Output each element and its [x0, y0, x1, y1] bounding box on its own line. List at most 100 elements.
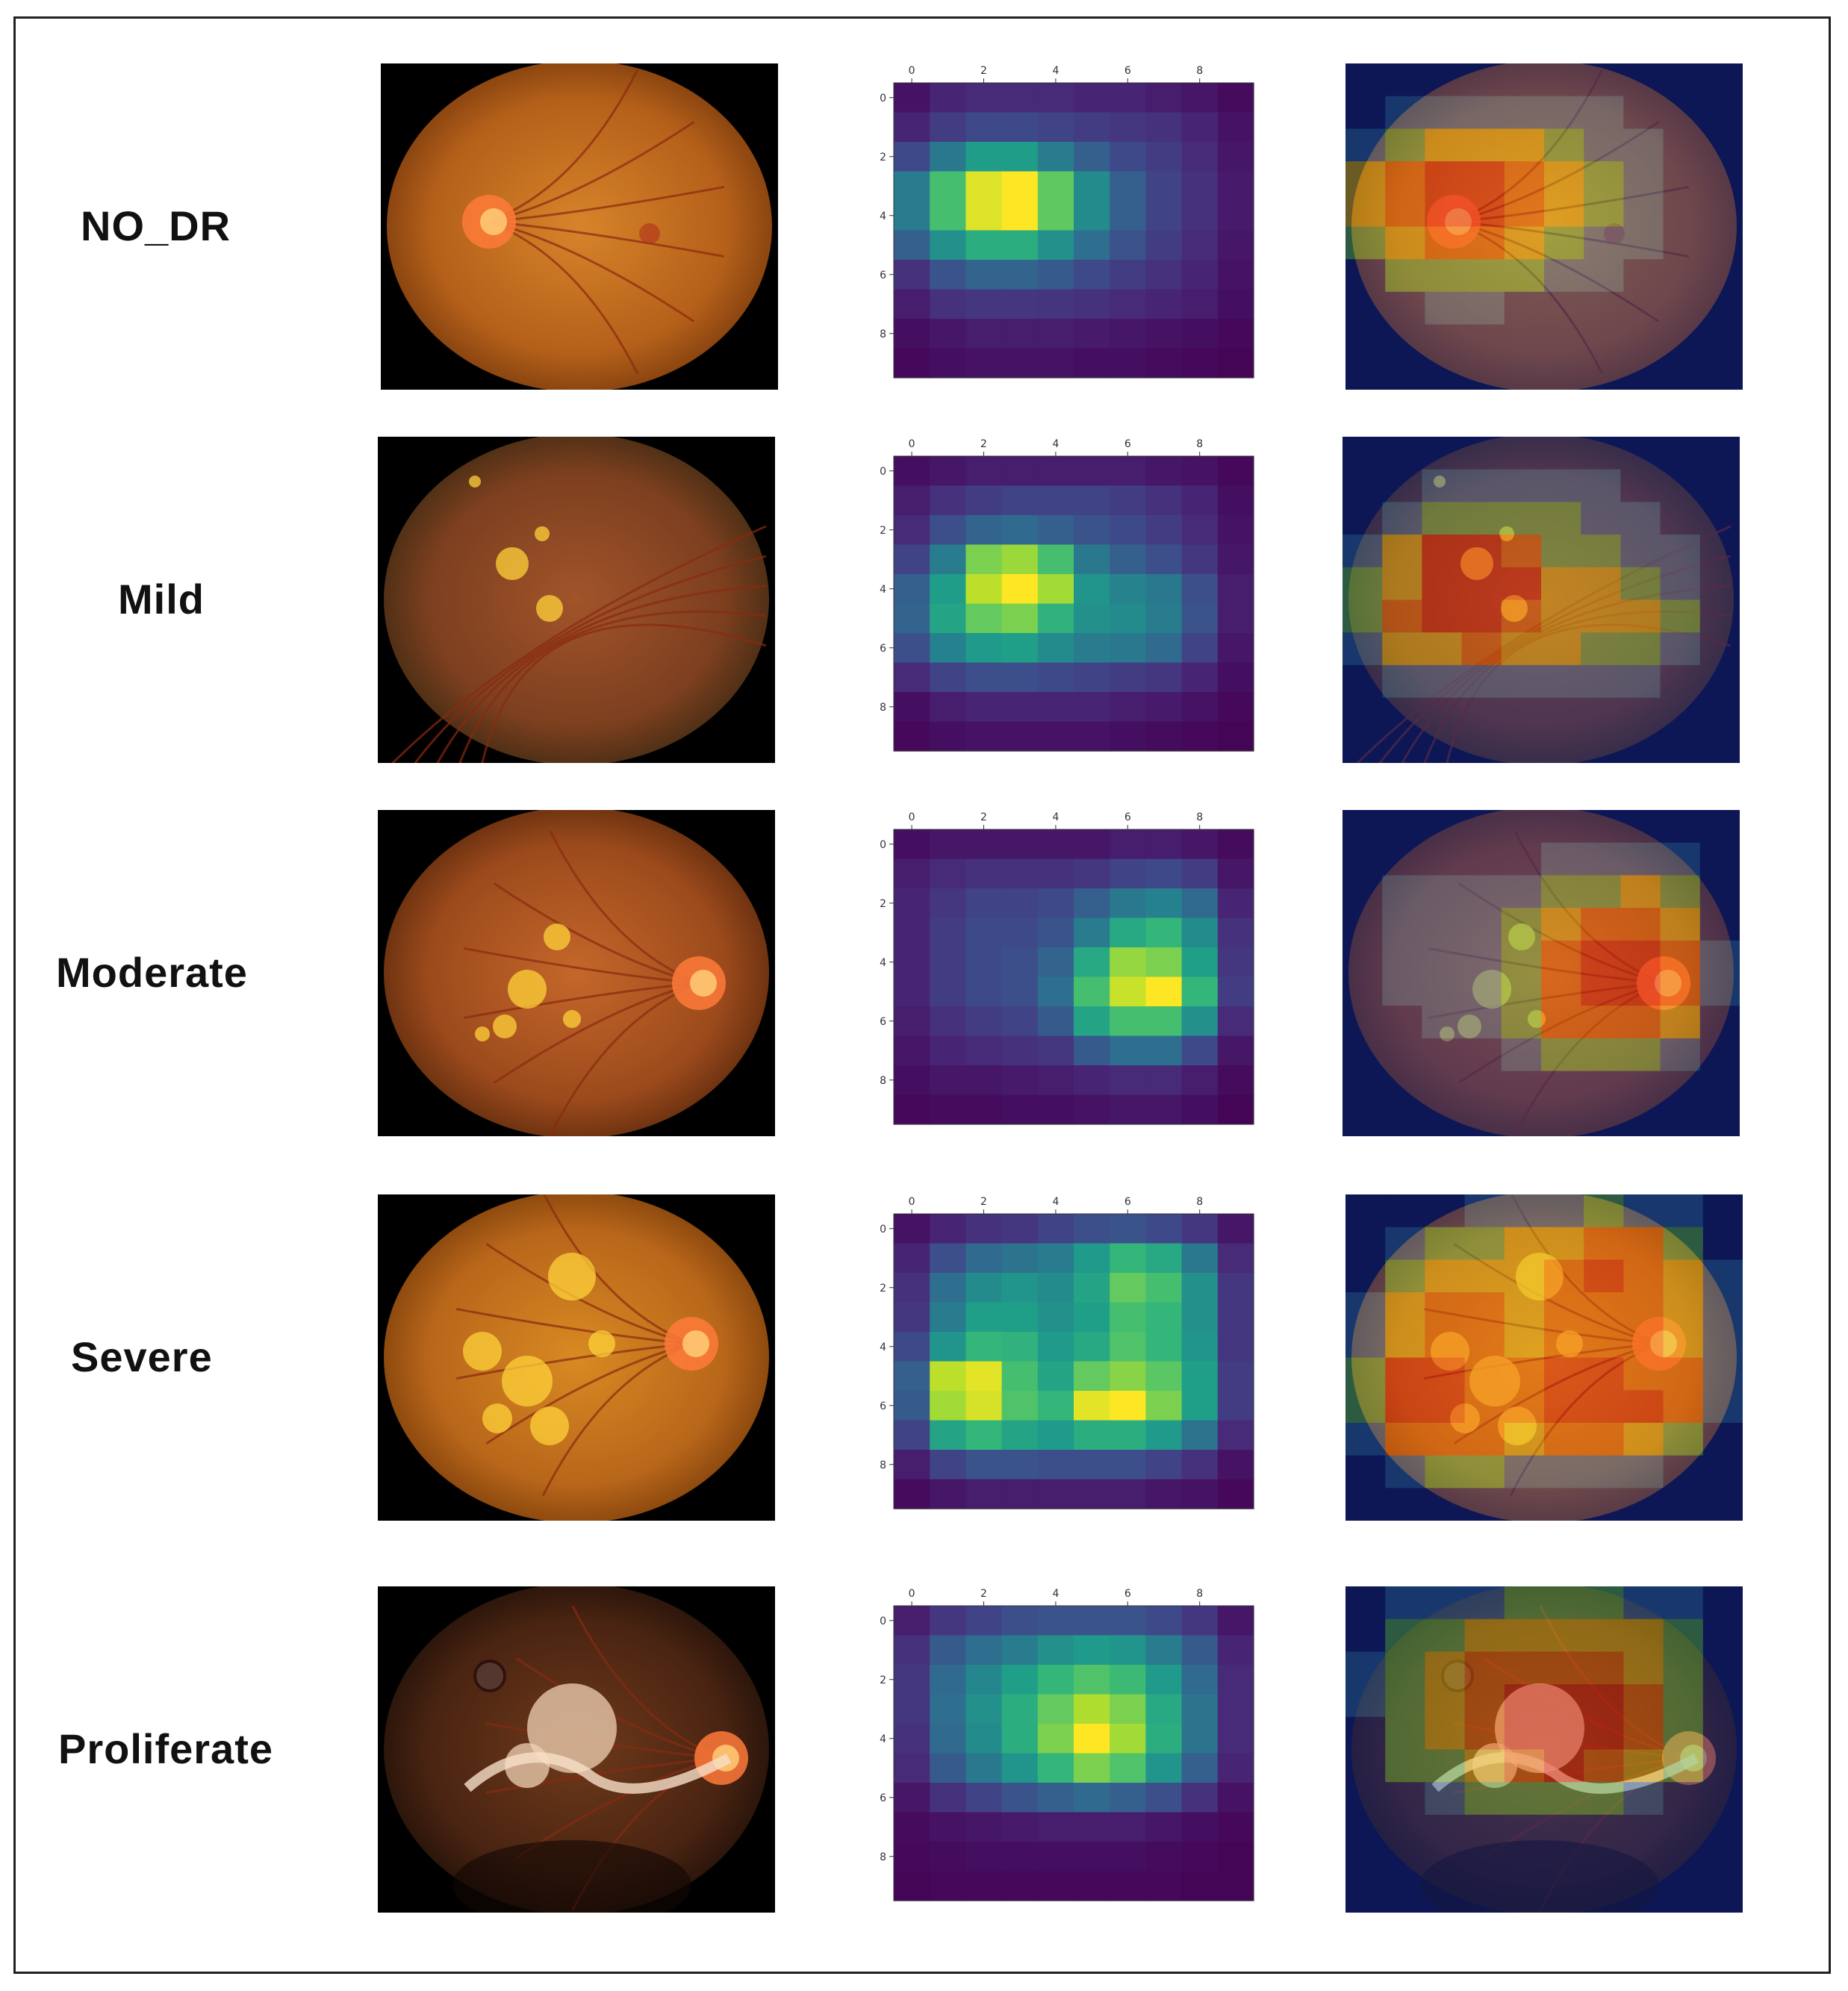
- heatmap-cell-r3-c1: [930, 171, 966, 202]
- heatmap-cell-r8-c8: [1181, 319, 1219, 349]
- heatmap-cell-r3-c6: [1110, 1302, 1146, 1333]
- heatmap-cell-r1-c1: [930, 1243, 966, 1274]
- heatmap-cell-r4-c5: [1074, 1724, 1110, 1754]
- heatmap-cell-r9-c0: [894, 1871, 930, 1901]
- heatmap-cell-r5-c3: [1001, 230, 1039, 261]
- heatmap-cell-r1-c8: [1181, 1243, 1219, 1274]
- heatmap-cell-r7-c8: [1181, 289, 1219, 320]
- heatmap-cell-r4-c8: [1181, 201, 1219, 231]
- heatmap-cell-r1-c3: [1001, 1243, 1039, 1274]
- heatmap-cell-r8-c9: [1217, 319, 1254, 349]
- heatmap-cell-r2-c9: [1217, 1273, 1254, 1303]
- heatmap-cell-r0-c4: [1037, 829, 1074, 860]
- heatmap-cell-r0-c9: [1217, 1214, 1254, 1244]
- heatmap-cell-r3-c6: [1110, 544, 1146, 575]
- heatmap-cell-r5-c0: [894, 1361, 930, 1392]
- heatmap-cell-r1-c2: [965, 1243, 1003, 1274]
- heatmap-cell-r1-c4: [1037, 1243, 1074, 1274]
- heatmap-cell-r0-c3: [1001, 1214, 1039, 1244]
- heatmap-cell-r8-c4: [1037, 1450, 1074, 1480]
- heatmap-cell-r0-c6: [1110, 1606, 1146, 1636]
- heatmap-cell-r6-c2: [965, 260, 1003, 290]
- heatmap-cell-r3-c2: [965, 1694, 1003, 1724]
- heatmap-cell-r9-c3: [1001, 721, 1039, 752]
- heatmap-cell-r9-c9: [1217, 1094, 1254, 1125]
- heatmap-cell-r7-c7: [1145, 1035, 1183, 1066]
- heatmap-cell-r3-c5: [1074, 1694, 1110, 1724]
- heatmap-cell-r5-c5: [1074, 1753, 1110, 1783]
- heatmap-cell-r6-c7: [1145, 633, 1183, 664]
- heatmap-cell-r9-c9: [1217, 1871, 1254, 1901]
- heatmap-cell-r9-c7: [1145, 1871, 1183, 1901]
- heatmap-cell-r5-c8: [1181, 1361, 1219, 1392]
- fundus-image: [381, 63, 778, 390]
- heatmap-cell-r9-c6: [1110, 1871, 1146, 1901]
- heatmap-cell-r0-c7: [1145, 829, 1183, 860]
- fundus-image: [378, 810, 775, 1136]
- heatmap-cell-r1-c1: [930, 112, 966, 143]
- heatmap-cell-r7-c6: [1110, 289, 1146, 320]
- heatmap-cell-r3-c0: [894, 1694, 930, 1724]
- heatmap-cell-r1-c9: [1217, 1635, 1254, 1666]
- gradcam-overlay-image: [1345, 1194, 1743, 1521]
- heatmap-cell-r4-c8: [1181, 574, 1219, 605]
- heatmap-cell-r9-c2: [965, 1479, 1003, 1509]
- heatmap-cell-r2-c8: [1181, 888, 1219, 919]
- heatmap-cell-r0-c8: [1181, 829, 1219, 860]
- heatmap-cell-r1-c7: [1145, 112, 1183, 143]
- heatmap-cell-r4-c6: [1110, 1724, 1146, 1754]
- heatmap-cell-r9-c1: [930, 348, 966, 378]
- heatmap-cell-r3-c7: [1145, 544, 1183, 575]
- heatmap-cell-r9-c7: [1145, 1479, 1183, 1509]
- heatmap-cell-r3-c4: [1037, 1302, 1074, 1333]
- heatmap-cell-r7-c1: [930, 1812, 966, 1842]
- heatmap-cell-r3-c9: [1217, 917, 1254, 948]
- x-tick-label: 8: [1196, 438, 1203, 450]
- heatmap-cell-r1-c6: [1110, 859, 1146, 889]
- heatmap-cell-r8-c1: [930, 1065, 966, 1096]
- heatmap-cell-r7-c9: [1217, 662, 1254, 693]
- heatmap-cell-r3-c4: [1037, 1694, 1074, 1724]
- heatmap-cell-r5-c1: [930, 976, 966, 1007]
- heatmap-cell-r1-c7: [1145, 1243, 1183, 1274]
- heatmap-cell-r7-c3: [1001, 289, 1039, 320]
- heatmap-cell-r4-c9: [1217, 574, 1254, 605]
- heatmap-cell-r7-c9: [1217, 1812, 1254, 1842]
- heatmap-cell-r3-c0: [894, 1302, 930, 1333]
- heatmap-cell-r9-c6: [1110, 1094, 1146, 1125]
- heatmap-cell-r1-c8: [1181, 485, 1219, 516]
- heatmap-cell-r5-c7: [1145, 1361, 1183, 1392]
- heatmap-cell-r0-c5: [1074, 829, 1110, 860]
- heatmap-cell-r0-c6: [1110, 829, 1146, 860]
- x-tick-label: 0: [909, 65, 915, 77]
- heatmap-cell-r6-c0: [894, 633, 930, 664]
- heatmap-cell-r6-c3: [1001, 260, 1039, 290]
- heatmap-cell-r9-c1: [930, 1871, 966, 1901]
- y-tick-label: 8: [880, 1459, 886, 1471]
- heatmap-cell-r0-c7: [1145, 1606, 1183, 1636]
- heatmap-cell-r7-c0: [894, 1420, 930, 1451]
- heatmap-cell-r9-c8: [1181, 1479, 1219, 1509]
- heatmap-cell-r0-c2: [965, 829, 1003, 860]
- heatmap-cell-r1-c0: [894, 859, 930, 889]
- heatmap-cell-r8-c0: [894, 1450, 930, 1480]
- heatmap-cell-r0-c2: [965, 83, 1003, 113]
- heatmap-cell-r7-c0: [894, 1812, 930, 1842]
- heatmap-cell-r1-c4: [1037, 485, 1074, 516]
- heatmap-cell-r0-c0: [894, 1606, 930, 1636]
- heatmap-cell-r8-c9: [1217, 692, 1254, 723]
- heatmap-cell-r6-c4: [1037, 1783, 1074, 1813]
- heatmap-cell-r6-c7: [1145, 1391, 1183, 1421]
- heatmap-cell-r6-c9: [1217, 260, 1254, 290]
- heatmap-cell-r4-c1: [930, 1724, 966, 1754]
- heatmap-cell-r7-c6: [1110, 1035, 1146, 1066]
- heatmap-cell-r2-c3: [1001, 888, 1039, 919]
- heatmap-cell-r4-c3: [1001, 574, 1039, 605]
- heatmap-cell-r0-c1: [930, 829, 966, 860]
- heatmap-cell-r2-c0: [894, 515, 930, 546]
- heatmap-cell-r8-c2: [965, 1065, 1003, 1096]
- heatmap-cell-r0-c8: [1181, 83, 1219, 113]
- heatmap-cell-r1-c6: [1110, 112, 1146, 143]
- heatmap-cell-r9-c4: [1037, 1094, 1074, 1125]
- heatmap-cell-r0-c3: [1001, 829, 1039, 860]
